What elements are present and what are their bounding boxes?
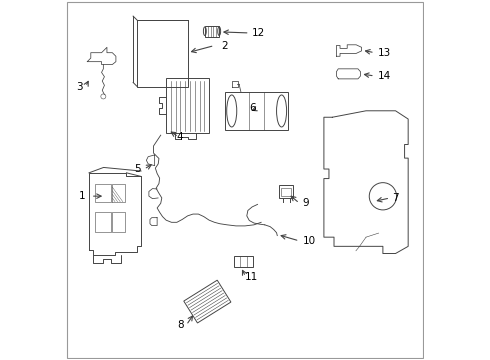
Text: 7: 7 (392, 193, 399, 203)
Text: 2: 2 (221, 41, 228, 50)
Bar (225, 92, 288, 130)
Bar (166, 78, 209, 134)
Text: 8: 8 (177, 320, 184, 330)
Text: 11: 11 (245, 272, 258, 282)
Text: 13: 13 (378, 48, 391, 58)
Bar (96, 212, 111, 232)
Bar (205, 26, 219, 37)
Text: 1: 1 (79, 191, 85, 201)
Text: 12: 12 (252, 28, 266, 38)
Bar (184, 280, 231, 323)
Text: 5: 5 (134, 164, 141, 174)
Bar (112, 212, 125, 232)
Text: 14: 14 (378, 71, 391, 81)
Bar (281, 188, 291, 196)
Text: 3: 3 (76, 82, 83, 92)
Bar (234, 256, 253, 267)
Bar (137, 21, 188, 87)
Text: 4: 4 (177, 132, 183, 142)
Bar (279, 185, 294, 198)
Text: 6: 6 (249, 103, 256, 113)
Text: 9: 9 (302, 198, 309, 208)
Text: 10: 10 (302, 236, 316, 246)
Bar (96, 184, 111, 202)
